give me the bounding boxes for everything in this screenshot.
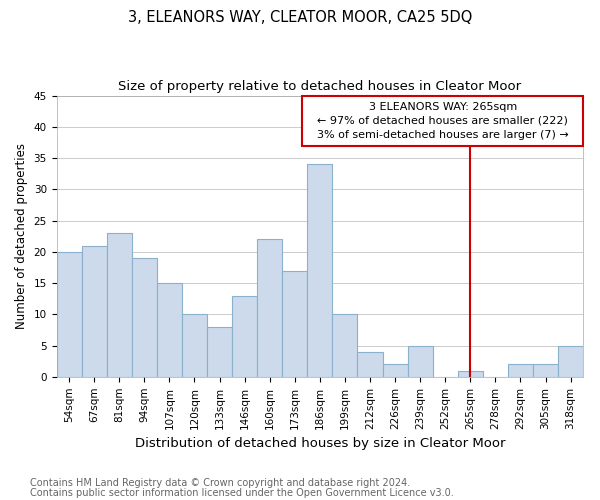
Bar xyxy=(383,364,407,377)
FancyBboxPatch shape xyxy=(302,96,583,146)
Y-axis label: Number of detached properties: Number of detached properties xyxy=(15,143,28,329)
Bar xyxy=(307,164,332,377)
Title: Size of property relative to detached houses in Cleator Moor: Size of property relative to detached ho… xyxy=(118,80,521,93)
Text: ← 97% of detached houses are smaller (222): ← 97% of detached houses are smaller (22… xyxy=(317,116,568,126)
Bar xyxy=(157,283,182,377)
Bar xyxy=(132,258,157,377)
Bar xyxy=(558,346,583,377)
Bar xyxy=(533,364,558,377)
Bar xyxy=(107,233,132,377)
Bar xyxy=(82,246,107,377)
Bar xyxy=(182,314,207,377)
Bar xyxy=(207,327,232,377)
Text: 3% of semi-detached houses are larger (7) →: 3% of semi-detached houses are larger (7… xyxy=(317,130,569,140)
Text: Contains HM Land Registry data © Crown copyright and database right 2024.: Contains HM Land Registry data © Crown c… xyxy=(30,478,410,488)
Bar xyxy=(56,252,82,377)
Bar xyxy=(458,370,483,377)
Bar xyxy=(257,240,282,377)
Bar xyxy=(407,346,433,377)
X-axis label: Distribution of detached houses by size in Cleator Moor: Distribution of detached houses by size … xyxy=(134,437,505,450)
Text: 3, ELEANORS WAY, CLEATOR MOOR, CA25 5DQ: 3, ELEANORS WAY, CLEATOR MOOR, CA25 5DQ xyxy=(128,10,472,25)
Text: Contains public sector information licensed under the Open Government Licence v3: Contains public sector information licen… xyxy=(30,488,454,498)
Bar xyxy=(232,296,257,377)
Bar xyxy=(508,364,533,377)
Text: 3 ELEANORS WAY: 265sqm: 3 ELEANORS WAY: 265sqm xyxy=(368,102,517,112)
Bar xyxy=(332,314,358,377)
Bar xyxy=(358,352,383,377)
Bar xyxy=(282,270,307,377)
